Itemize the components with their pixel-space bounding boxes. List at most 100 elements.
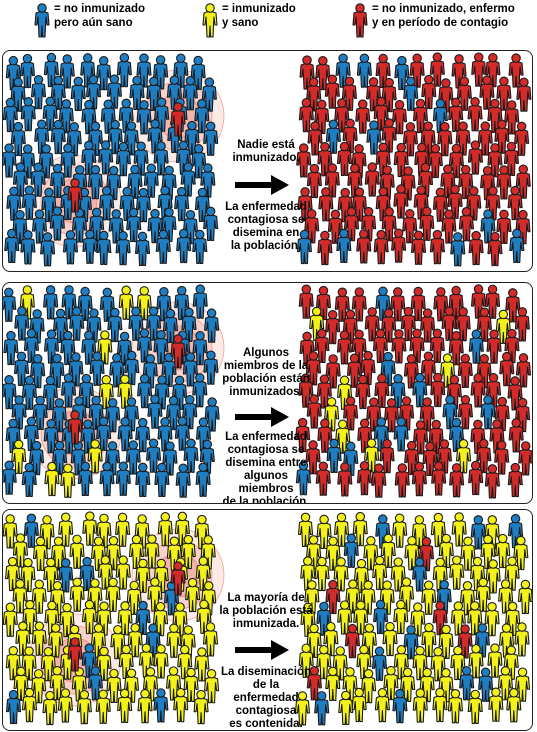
blue-person-icon <box>371 646 388 681</box>
blue-person-icon <box>182 210 199 245</box>
yellow-person-icon <box>204 669 220 704</box>
blue-person-icon <box>10 77 26 112</box>
blue-person-icon <box>154 462 170 498</box>
red-person-icon <box>373 229 389 265</box>
blue-person-icon <box>295 460 311 496</box>
yellow-person-icon <box>22 599 38 635</box>
blue-person-icon <box>4 228 20 264</box>
yellow-person-icon <box>202 3 218 38</box>
yellow-person-icon <box>421 622 437 658</box>
yellow-person-icon <box>497 666 513 701</box>
red-person-icon <box>429 52 445 87</box>
red-person-icon <box>487 143 503 178</box>
blue-person-icon <box>136 328 152 363</box>
yellow-person-icon <box>58 512 74 547</box>
yellow-person-icon <box>12 579 28 614</box>
yellow-person-icon <box>488 687 504 722</box>
red-person-icon <box>496 76 512 111</box>
red-person-icon <box>394 463 410 498</box>
blue-person-icon <box>182 394 198 430</box>
blue-person-icon <box>5 418 21 453</box>
yellow-person-icon <box>314 556 330 592</box>
caption-bottom: La diseminación de la enfermedad contagi… <box>220 666 312 730</box>
blue-person-icon <box>34 3 50 38</box>
yellow-person-icon <box>297 512 314 547</box>
red-person-icon <box>505 288 521 323</box>
caption-bottom: La enfermedad contagiosa se disemina en … <box>225 201 307 252</box>
red-person-icon <box>411 461 427 497</box>
red-person-icon <box>476 307 492 342</box>
blue-person-icon <box>199 439 215 474</box>
red-person-icon <box>457 395 473 430</box>
red-person-icon <box>400 306 416 342</box>
blue-person-icon <box>194 187 210 223</box>
blue-person-icon <box>157 185 173 221</box>
yellow-person-icon <box>87 439 103 474</box>
blue-person-icon <box>105 398 121 433</box>
yellow-person-icon <box>298 643 314 678</box>
red-person-icon <box>374 373 390 408</box>
red-person-icon <box>299 55 315 90</box>
blue-person-icon <box>30 74 47 110</box>
yellow-person-icon <box>3 514 18 549</box>
yellow-person-icon <box>82 511 98 546</box>
yellow-person-icon <box>196 599 212 634</box>
yellow-person-icon <box>90 623 107 658</box>
yellow-person-icon <box>432 687 448 723</box>
blue-person-icon <box>30 162 46 197</box>
blue-person-icon <box>165 395 182 431</box>
blue-person-icon <box>166 75 182 110</box>
blue-person-icon <box>380 351 396 387</box>
yellow-person-icon <box>372 555 388 591</box>
blue-person-icon <box>21 185 37 220</box>
yellow-person-icon <box>31 621 47 656</box>
yellow-person-icon <box>316 645 332 680</box>
red-person-icon <box>393 184 409 219</box>
blue-person-icon <box>21 462 37 497</box>
blue-person-icon <box>126 207 142 243</box>
blue-person-icon <box>325 119 341 154</box>
blue-person-icon <box>181 307 197 342</box>
blue-person-icon <box>58 99 74 134</box>
blue-person-icon <box>34 119 50 154</box>
yellow-person-icon <box>115 512 131 547</box>
blue-person-icon <box>3 287 17 322</box>
red-person-icon <box>457 624 473 659</box>
yellow-person-icon <box>360 580 376 615</box>
yellow-person-icon <box>514 622 530 657</box>
yellow-person-icon <box>333 557 349 592</box>
yellow-person-icon <box>495 533 511 569</box>
yellow-person-icon <box>12 533 29 568</box>
yellow-person-icon <box>400 667 416 702</box>
red-person-icon <box>515 164 531 199</box>
arrow-right-icon <box>235 175 289 195</box>
blue-person-icon <box>49 353 65 388</box>
yellow-person-icon <box>138 643 154 678</box>
red-person-icon <box>515 397 531 433</box>
blue-person-icon <box>5 689 22 725</box>
blue-person-icon <box>373 417 389 452</box>
yellow-person-icon <box>105 577 121 612</box>
blue-person-icon <box>153 141 169 176</box>
blue-person-icon <box>42 96 58 131</box>
red-person-icon <box>314 99 330 134</box>
red-person-icon <box>432 187 448 222</box>
blue-person-icon <box>192 284 208 319</box>
red-person-icon <box>458 207 474 242</box>
red-person-icon <box>391 329 407 364</box>
yellow-person-icon <box>147 577 163 612</box>
red-person-icon <box>447 184 463 219</box>
blue-person-icon <box>182 76 198 111</box>
blue-person-icon <box>180 162 196 197</box>
blue-person-icon <box>40 232 56 267</box>
blue-person-icon <box>135 462 151 497</box>
yellow-person-icon <box>325 666 341 702</box>
red-person-icon <box>298 97 314 133</box>
red-person-icon <box>336 330 352 365</box>
blue-person-icon <box>43 329 60 364</box>
blue-person-icon <box>459 666 475 701</box>
red-person-icon <box>410 286 426 322</box>
yellow-person-icon <box>69 534 85 569</box>
yellow-person-icon <box>338 690 354 726</box>
blue-person-icon <box>173 53 189 88</box>
